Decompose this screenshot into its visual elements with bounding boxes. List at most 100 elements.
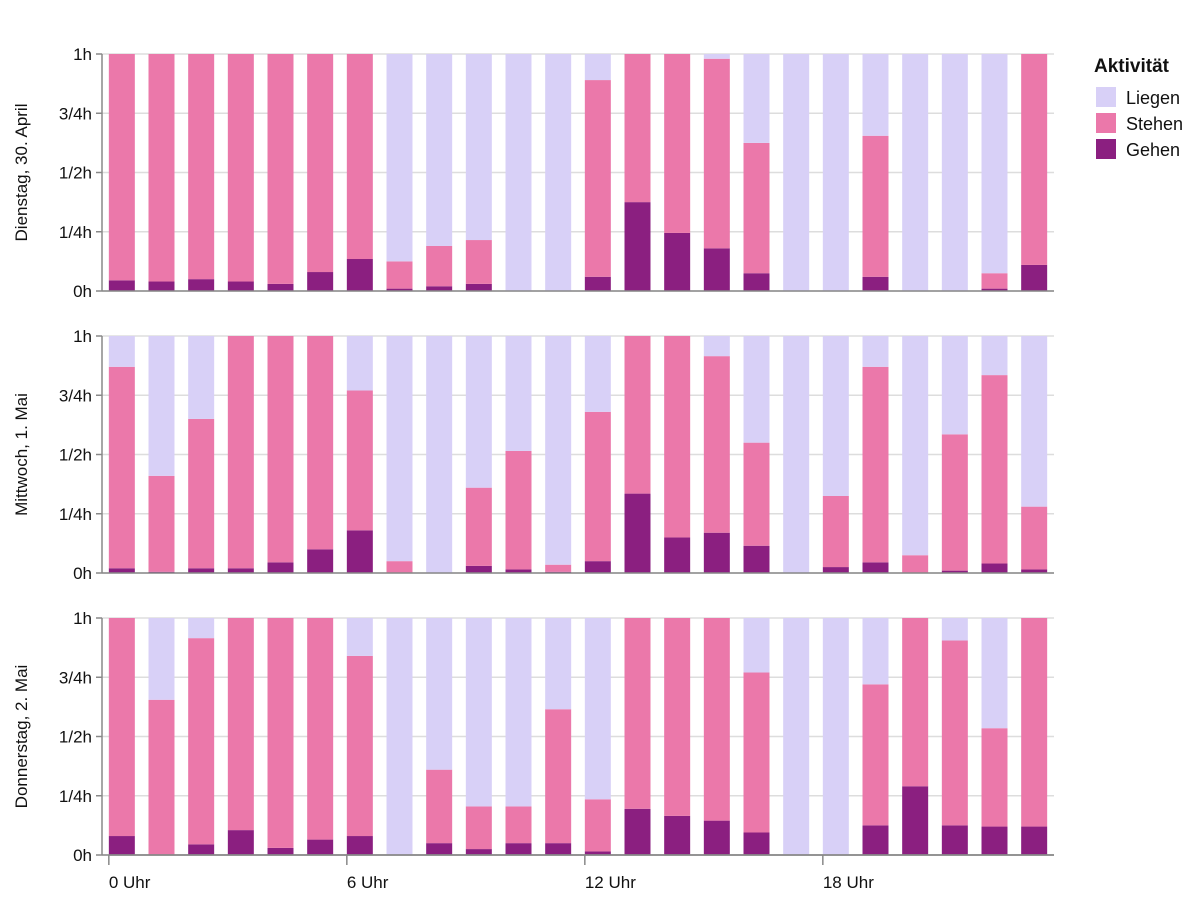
y-tick-label: 0h xyxy=(73,564,92,583)
legend-label-stehen: Stehen xyxy=(1126,114,1183,134)
bar-stehen xyxy=(902,555,929,573)
bar-gehen xyxy=(386,288,413,291)
bar-stehen xyxy=(584,411,611,562)
bar-stehen xyxy=(1021,54,1048,265)
bar-gehen xyxy=(584,276,611,291)
bar-liegen xyxy=(981,54,1008,274)
bar-stehen xyxy=(664,54,691,233)
bar-gehen xyxy=(267,847,294,855)
y-tick-label: 1/4h xyxy=(59,223,92,242)
bar-gehen xyxy=(108,280,135,291)
bar-liegen xyxy=(545,336,572,565)
bar-gehen xyxy=(743,545,770,573)
bar-gehen xyxy=(664,232,691,291)
bar-liegen xyxy=(822,54,849,291)
legend-label-gehen: Gehen xyxy=(1126,140,1180,160)
bar-liegen xyxy=(505,54,532,291)
bar-gehen xyxy=(148,281,175,291)
bar-stehen xyxy=(545,564,572,572)
bar-liegen xyxy=(783,54,810,291)
bar-liegen xyxy=(386,618,413,855)
bar-gehen xyxy=(108,568,135,573)
bar-stehen xyxy=(188,418,215,569)
bar-stehen xyxy=(108,618,135,837)
bar-gehen xyxy=(505,569,532,573)
bar-stehen xyxy=(902,618,929,787)
bar-gehen xyxy=(307,272,334,291)
bar-gehen xyxy=(188,279,215,291)
bar-stehen xyxy=(346,54,373,260)
bar-stehen xyxy=(108,366,135,569)
bar-stehen xyxy=(267,54,294,284)
bar-liegen xyxy=(783,618,810,855)
bar-gehen xyxy=(584,851,611,855)
bar-gehen xyxy=(267,562,294,573)
bar-gehen xyxy=(465,849,492,855)
bar-stehen xyxy=(743,672,770,833)
bar-gehen xyxy=(346,259,373,291)
bar-gehen xyxy=(426,286,453,291)
bar-stehen xyxy=(941,640,968,826)
bar-stehen xyxy=(981,728,1008,827)
bar-liegen xyxy=(902,336,929,556)
bar-stehen xyxy=(584,799,611,852)
bar-gehen xyxy=(862,276,889,291)
bar-liegen xyxy=(941,54,968,291)
bar-stehen xyxy=(148,54,175,282)
bar-gehen xyxy=(227,281,254,291)
bar-liegen xyxy=(346,618,373,656)
bar-stehen xyxy=(227,618,254,831)
y-tick-label: 1h xyxy=(73,609,92,628)
bar-stehen xyxy=(862,684,889,826)
legend-swatch-liegen xyxy=(1096,87,1116,107)
bar-gehen xyxy=(624,808,651,855)
y-tick-label: 1/2h xyxy=(59,164,92,183)
bar-gehen xyxy=(307,549,334,573)
bar-liegen xyxy=(584,336,611,412)
y-tick-label: 3/4h xyxy=(59,386,92,405)
y-tick-label: 1/2h xyxy=(59,728,92,747)
bar-gehen xyxy=(465,565,492,573)
bar-stehen xyxy=(743,442,770,546)
bar-liegen xyxy=(743,618,770,673)
bar-stehen xyxy=(664,618,691,816)
bar-liegen xyxy=(584,54,611,81)
bar-stehen xyxy=(703,618,730,821)
bar-gehen xyxy=(902,786,929,855)
bar-liegen xyxy=(108,336,135,367)
bar-liegen xyxy=(426,618,453,770)
bar-gehen xyxy=(1021,826,1048,855)
row-label: Mittwoch, 1. Mai xyxy=(12,393,31,516)
x-tick-label: 6 Uhr xyxy=(347,873,389,892)
bar-gehen xyxy=(981,288,1008,291)
bar-liegen xyxy=(783,336,810,573)
bar-stehen xyxy=(307,618,334,840)
x-tick-label: 0 Uhr xyxy=(109,873,151,892)
bar-stehen xyxy=(703,356,730,533)
bar-liegen xyxy=(465,54,492,241)
bar-liegen xyxy=(465,336,492,488)
legend-swatch-stehen xyxy=(1096,113,1116,133)
bar-gehen xyxy=(267,283,294,291)
bar-stehen xyxy=(743,142,770,274)
bar-liegen xyxy=(703,336,730,357)
bar-stehen xyxy=(267,618,294,848)
bar-liegen xyxy=(743,54,770,143)
bar-gehen xyxy=(822,567,849,573)
bar-stehen xyxy=(148,699,175,855)
bar-stehen xyxy=(941,434,968,571)
bar-stehen xyxy=(505,806,532,844)
bar-liegen xyxy=(426,336,453,573)
y-tick-label: 0h xyxy=(73,282,92,301)
bar-stehen xyxy=(1021,506,1048,570)
y-tick-label: 3/4h xyxy=(59,104,92,123)
bar-gehen xyxy=(664,815,691,855)
bar-stehen xyxy=(148,475,175,572)
bar-stehen xyxy=(664,336,691,538)
bar-gehen xyxy=(188,844,215,855)
bar-liegen xyxy=(386,336,413,562)
bar-stehen xyxy=(822,495,849,568)
bar-liegen xyxy=(545,54,572,291)
bar-gehen xyxy=(346,836,373,855)
legend-title: Aktivität xyxy=(1094,56,1170,77)
